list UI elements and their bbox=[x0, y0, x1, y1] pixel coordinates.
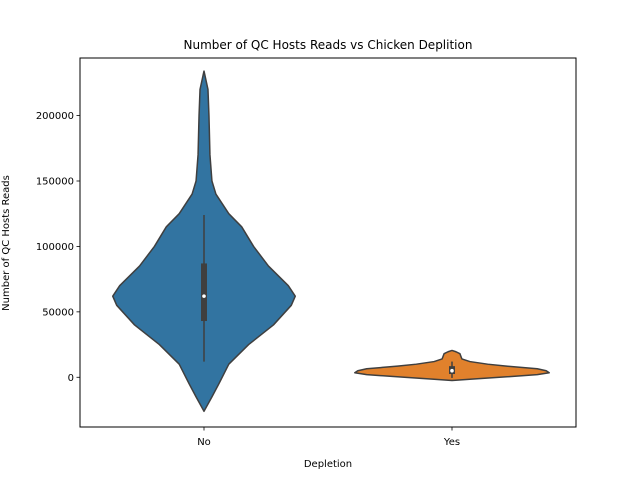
y-axis-ticks: 0 50000 100000 150000 200000 bbox=[36, 111, 80, 384]
x-tick-label: No bbox=[197, 437, 211, 448]
y-tick-label: 50000 bbox=[42, 307, 74, 318]
y-tick-label: 150000 bbox=[36, 177, 74, 188]
plot-frame bbox=[79, 57, 577, 428]
x-tick-label: Yes bbox=[443, 437, 460, 448]
x-axis-ticks: No Yes bbox=[197, 427, 460, 448]
x-axis-label: Depletion bbox=[304, 459, 352, 470]
y-tick-label: 100000 bbox=[36, 242, 74, 253]
violin-iqr-box bbox=[201, 263, 207, 322]
y-tick-label: 200000 bbox=[36, 111, 74, 122]
y-axis-label: Number of QC Hosts Reads bbox=[1, 175, 12, 311]
violin-median-point bbox=[450, 368, 454, 373]
violins bbox=[111, 70, 550, 413]
chart-title: Number of QC Hosts Reads vs Chicken Depl… bbox=[184, 38, 473, 52]
y-tick-label: 0 bbox=[68, 373, 74, 384]
violin-median-point bbox=[202, 294, 206, 298]
